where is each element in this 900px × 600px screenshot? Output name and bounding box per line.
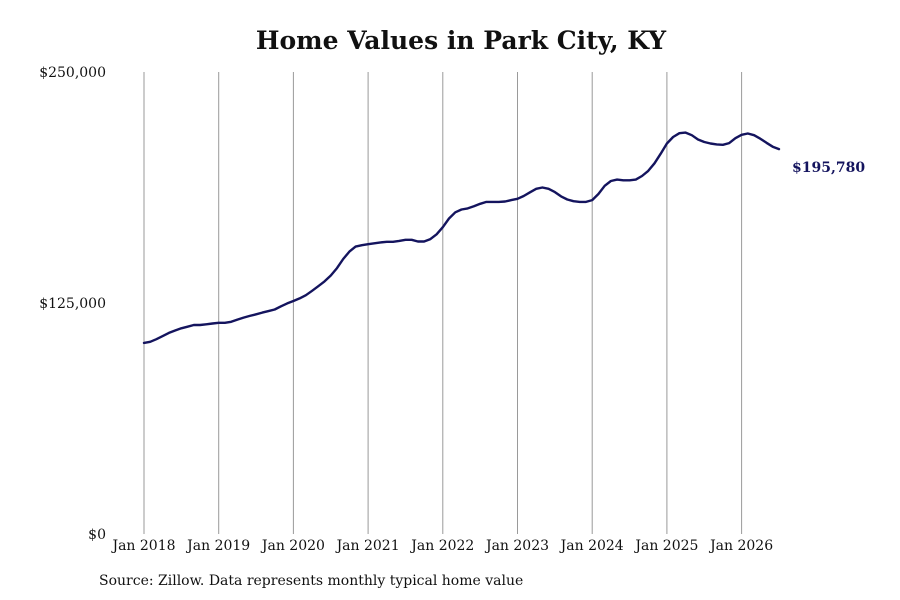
x-tick-label: Jan 2019 [185, 538, 250, 554]
x-axis-ticks: Jan 2018 Jan 2019 Jan 2020 Jan 2021 Jan 2022… [110, 538, 773, 554]
source-note: Source: Zillow. Data represents monthly … [99, 573, 524, 589]
x-tick-label: Jan 2025 [633, 538, 698, 554]
y-tick-label: $250,000 [39, 65, 106, 81]
y-axis-ticks: $250,000 $125,000 $0 [39, 65, 106, 543]
end-value-label: $195,780 [792, 160, 865, 176]
x-tick-label: Jan 2021 [335, 538, 400, 554]
gridlines [143, 72, 743, 534]
y-tick-label: $125,000 [39, 296, 106, 312]
series-line [142, 131, 781, 345]
x-tick-label: Jan 2023 [484, 538, 549, 554]
y-tick-label: $0 [88, 527, 106, 543]
x-tick-label: Jan 2024 [559, 538, 624, 554]
x-tick-label: Jan 2026 [708, 538, 773, 554]
x-tick-label: Jan 2018 [110, 538, 175, 554]
x-tick-label: Jan 2022 [409, 538, 474, 554]
x-tick-label: Jan 2020 [260, 538, 325, 554]
chart-title: Home Values in Park City, KY [255, 26, 667, 55]
